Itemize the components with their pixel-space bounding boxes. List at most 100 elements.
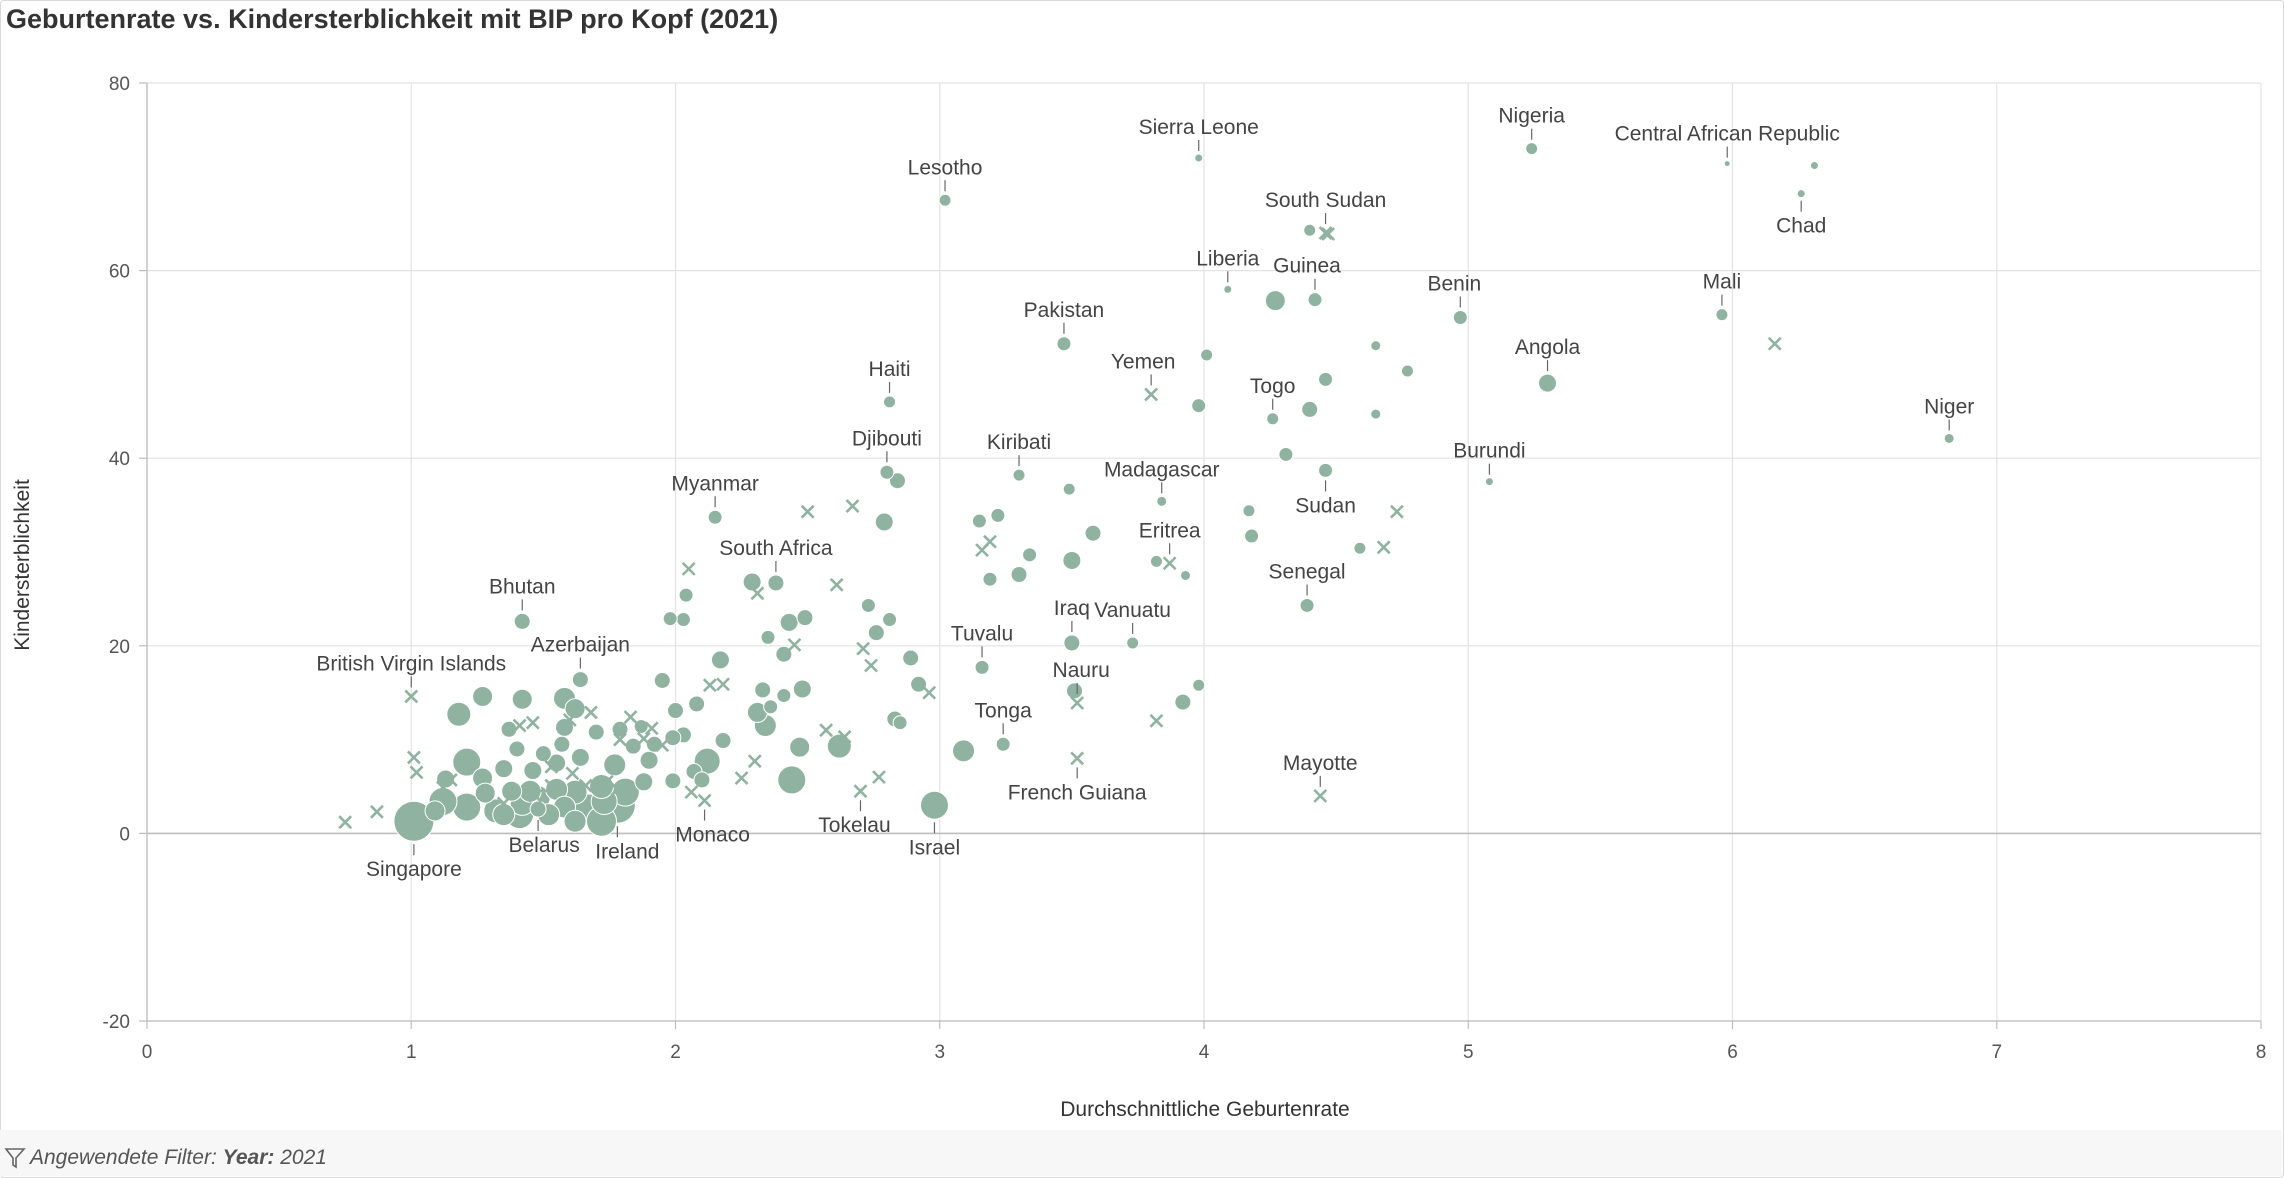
data-point[interactable] [664,729,682,747]
data-point-no-gdp[interactable] [525,715,540,730]
data-point-no-gdp[interactable] [528,788,543,803]
data-point[interactable] [1191,398,1207,414]
data-point-no-gdp[interactable] [369,804,384,819]
data-point[interactable] [792,679,812,699]
data-point-no-gdp[interactable] [872,770,886,785]
data-point-no-gdp[interactable] [338,815,353,830]
data-point[interactable] [742,572,762,592]
data-point[interactable] [501,780,523,802]
data-point-labeled[interactable] [1525,142,1539,156]
data-point-labeled[interactable] [1299,597,1315,613]
data-point-no-gdp[interactable] [750,586,765,601]
data-point-no-gdp[interactable] [623,710,638,725]
data-point[interactable] [826,733,852,759]
data-point[interactable] [982,571,998,587]
data-point-no-gdp[interactable] [716,677,730,692]
data-point-no-gdp[interactable] [1376,540,1391,555]
data-point[interactable] [675,612,691,628]
data-point[interactable] [714,732,732,750]
data-point[interactable] [603,753,627,777]
data-point[interactable] [1180,569,1192,581]
data-point-no-gdp[interactable] [512,718,527,733]
data-point[interactable] [990,507,1006,523]
data-point-no-gdp-labeled[interactable] [404,689,419,704]
data-point-labeled[interactable] [974,659,990,675]
data-point[interactable] [1242,504,1256,518]
data-point[interactable] [667,702,684,720]
data-point[interactable] [662,611,678,627]
data-point[interactable] [971,513,987,529]
data-point-no-gdp[interactable] [837,729,852,744]
data-point[interactable] [867,624,885,642]
data-point-no-gdp-labeled[interactable] [1313,788,1328,803]
data-point[interactable] [587,723,605,741]
data-point[interactable] [563,809,587,833]
data-point-no-gdp[interactable] [975,543,989,558]
data-point-no-gdp[interactable] [1149,713,1164,728]
data-point[interactable] [1370,408,1382,420]
data-point[interactable] [710,650,730,670]
data-point-no-gdp[interactable] [544,778,559,793]
data-points[interactable] [338,142,1955,842]
data-point[interactable] [1400,364,1414,378]
data-point[interactable] [653,672,671,690]
data-point[interactable] [1370,340,1382,352]
data-point[interactable] [688,695,706,713]
data-point-no-gdp[interactable] [443,773,458,787]
scatter-chart[interactable]: 0 1 2 3 4 5 6 7 8 -20 0 20 40 60 80 Nigeria Sierra Leon… [0,0,2284,1130]
data-point-no-gdp[interactable] [496,796,511,811]
data-point[interactable] [424,800,446,822]
data-point-no-gdp[interactable] [644,721,659,736]
data-point-labeled[interactable] [1452,310,1468,325]
data-point[interactable] [523,761,543,781]
filter-icon[interactable] [4,1146,26,1170]
data-point[interactable] [693,771,711,789]
data-point-no-gdp[interactable] [845,499,860,513]
data-point-no-gdp[interactable] [409,765,424,780]
data-point[interactable] [534,745,552,763]
data-point-labeled[interactable] [995,736,1011,752]
data-point-labeled[interactable] [1943,433,1955,445]
data-point-no-gdp[interactable] [856,641,871,656]
data-point[interactable] [664,772,682,790]
data-point-labeled[interactable] [1796,189,1806,199]
data-point-no-gdp-labeled[interactable] [1070,751,1085,766]
data-point-no-gdp[interactable] [578,778,593,793]
data-point-labeled[interactable] [1156,495,1168,507]
data-point-labeled[interactable] [938,193,952,207]
data-point[interactable] [611,720,629,738]
data-point[interactable] [474,782,496,804]
data-point[interactable] [789,736,811,758]
data-point-no-gdp-labeled[interactable] [1070,696,1085,710]
data-point-no-gdp-labeled[interactable] [1144,387,1159,402]
data-point-no-gdp[interactable] [787,637,802,652]
data-point[interactable] [1264,290,1286,312]
data-point[interactable] [779,612,799,632]
data-point[interactable] [1303,223,1317,237]
data-point[interactable] [436,769,456,789]
data-point[interactable] [1278,446,1294,462]
data-point[interactable] [910,675,928,693]
data-point-no-gdp-labeled[interactable] [697,793,712,808]
data-point-no-gdp[interactable] [406,750,421,765]
data-point[interactable] [882,612,898,628]
data-point[interactable] [1192,678,1206,692]
data-point-labeled[interactable] [1223,284,1233,294]
data-point-labeled[interactable] [1012,468,1026,482]
data-point[interactable] [1174,693,1192,711]
data-point-no-gdp[interactable] [684,785,699,800]
data-point[interactable] [777,765,807,795]
data-point[interactable] [1809,161,1819,171]
data-point-labeled[interactable] [1538,373,1558,393]
data-point[interactable] [1353,541,1367,555]
data-point[interactable] [570,747,590,767]
data-point[interactable] [564,698,586,720]
data-point-no-gdp[interactable] [613,732,627,747]
data-point[interactable] [860,597,876,613]
data-point[interactable] [1010,566,1028,584]
data-point-no-gdp[interactable] [702,678,717,693]
data-point[interactable] [472,685,494,707]
data-point-labeled[interactable] [1056,336,1072,352]
data-point[interactable] [776,688,792,704]
data-point[interactable] [492,803,516,827]
